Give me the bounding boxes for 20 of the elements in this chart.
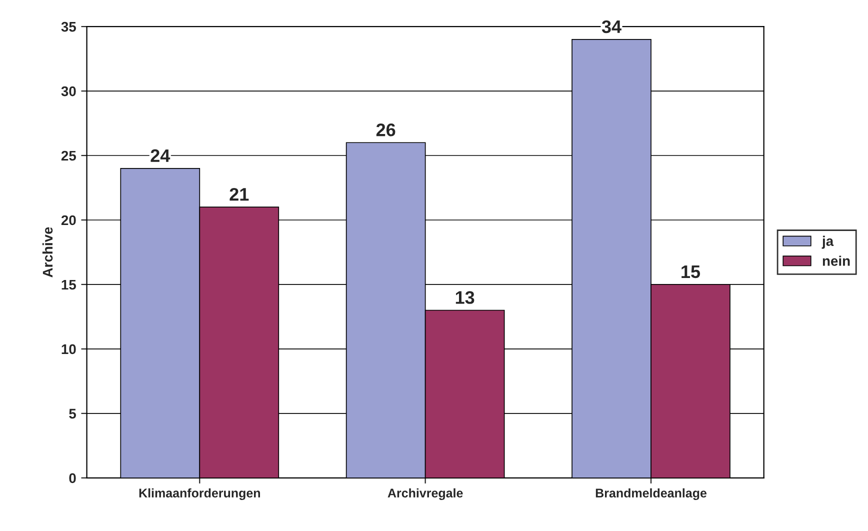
- y-tick-label: 20: [61, 215, 76, 226]
- x-tick-label: Archivregale: [388, 488, 463, 500]
- y-tick-label: 5: [69, 408, 76, 419]
- data-label: 34: [602, 20, 622, 34]
- y-tick-label: 25: [61, 150, 76, 161]
- data-label: 15: [682, 266, 700, 278]
- legend-label: nein: [822, 256, 850, 266]
- y-tick-label: 10: [62, 344, 76, 354]
- data-label: 24: [150, 149, 170, 162]
- x-tick-label: Brandmeldeanlage: [596, 488, 706, 500]
- x-tick-label: Klimaanforderungen: [139, 488, 260, 500]
- legend-label: ja: [822, 236, 834, 249]
- y-tick-label: 35: [61, 22, 76, 32]
- data-label: 21: [230, 188, 249, 201]
- data-label: 26: [376, 123, 396, 136]
- y-axis-title: Archive: [42, 227, 53, 278]
- y-tick-label: 0: [69, 473, 76, 484]
- data-label: 13: [456, 291, 474, 304]
- y-tick-label: 30: [61, 86, 76, 96]
- y-tick-label: 15: [62, 280, 76, 290]
